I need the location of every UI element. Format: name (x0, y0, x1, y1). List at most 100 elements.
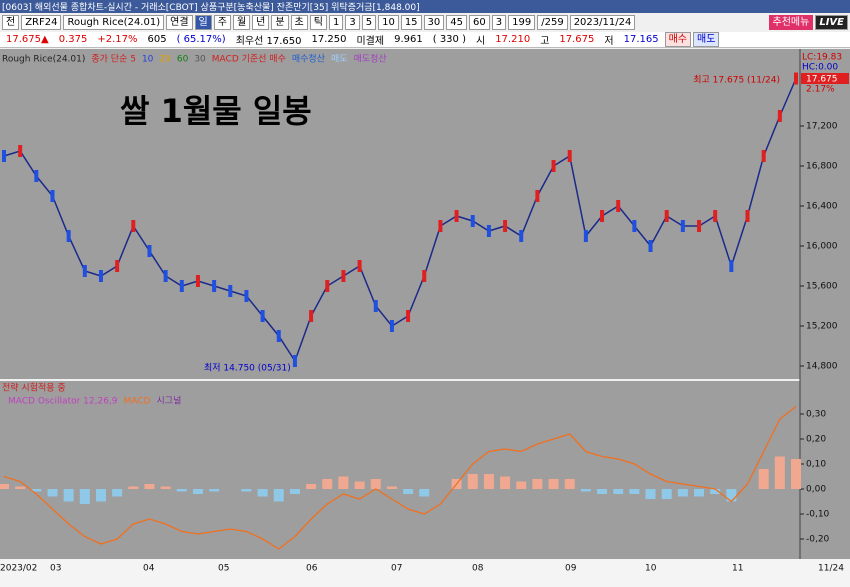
quote-field: 17.165 (623, 34, 659, 45)
live-button[interactable]: LIVE (815, 15, 848, 30)
x-tick-label: 2023/02 (0, 564, 37, 574)
quote-field: 최우선 17.650 (235, 36, 302, 47)
x-tick-label: 10 (645, 564, 657, 574)
oscillator-bar (144, 484, 155, 489)
price-candle (535, 190, 540, 202)
price-candle (648, 240, 653, 252)
price-tick-label: 14,800 (806, 362, 838, 372)
macd-tick-label: 0,00 (806, 485, 826, 495)
price-candle (632, 220, 637, 232)
toolbar-button[interactable]: 3 (491, 15, 507, 30)
toolbar-button[interactable]: 주 (213, 15, 231, 30)
price-candle (438, 220, 443, 232)
toolbar-button[interactable]: 초 (290, 15, 308, 30)
quote-field: 저 (604, 36, 614, 47)
title-bar: [0603] 해외선물 종합차트-실시간 - 거래소[CBOT] 상품구분[농축… (0, 0, 850, 13)
toolbar-button[interactable]: Rough Rice(24.01) (63, 15, 165, 30)
oscillator-bar (338, 476, 349, 489)
toolbar-button[interactable]: 60 (469, 15, 490, 30)
x-tick-label: 08 (472, 564, 484, 574)
toolbar-button[interactable]: 3 (345, 15, 360, 30)
toolbar: 전 ZRF24 Rough Rice(24.01) 연결 일 주 월 년 분 초 틱 1 3 5 10 15 3… (0, 13, 850, 32)
oscillator-bar (613, 489, 624, 494)
last-price: 17.675 (806, 75, 838, 85)
oscillator-bar (354, 481, 365, 489)
toolbar-button[interactable]: 10 (378, 15, 399, 30)
toolbar-button[interactable]: 5 (361, 15, 377, 30)
toolbar-button[interactable]: ZRF24 (21, 15, 62, 30)
price-candle (34, 170, 39, 182)
oscillator-bar (774, 456, 785, 489)
price-candle (325, 280, 330, 292)
toolbar-button[interactable]: 년 (252, 15, 270, 30)
macd-tick-label: 0,20 (806, 435, 826, 445)
price-candle (50, 190, 55, 202)
price-candle (745, 210, 750, 222)
quote-field: 17.675▲ (6, 34, 49, 45)
price-candle (163, 270, 168, 282)
toolbar-button[interactable]: 15 (400, 15, 422, 30)
oscillator-bar (758, 469, 769, 489)
price-tick-label: 16,800 (806, 162, 838, 172)
oscillator-bar (483, 474, 494, 489)
toolbar-button[interactable]: 일 (194, 15, 212, 30)
price-candle (389, 320, 394, 332)
quote-field: ( 330 ) (432, 34, 466, 45)
oscillator-bar (386, 486, 397, 489)
oscillator-bar (79, 489, 90, 504)
sell-button[interactable]: 매도 (693, 32, 720, 47)
lc-label: LC:19.83 (802, 53, 842, 63)
legend-item: 30 (194, 55, 206, 65)
legend-item: 매수청산 (292, 54, 325, 65)
x-tick-label: 03 (50, 564, 61, 574)
toolbar-button[interactable]: 2023/11/24 (569, 15, 636, 30)
macd-legend-item: MACD Oscillator 12,26,9 (8, 397, 118, 407)
oscillator-bar (710, 489, 721, 494)
toolbar-button[interactable]: 199 (508, 15, 536, 30)
price-candle (18, 145, 23, 157)
oscillator-bar (516, 481, 527, 489)
oscillator-bar (597, 489, 608, 494)
oscillator-bar (791, 459, 801, 489)
price-tick-label: 17,200 (806, 122, 838, 132)
toolbar-button[interactable]: 전 (2, 15, 20, 30)
price-candle (309, 310, 314, 322)
toolbar-button[interactable]: 연결 (166, 15, 193, 30)
oscillator-bar (257, 489, 268, 497)
price-candle (680, 220, 685, 232)
price-line (3, 78, 797, 363)
quote-field: 0.375 (58, 34, 88, 45)
high-label: 최고 17.675 (11/24) (693, 75, 780, 86)
oscillator-bar (548, 479, 559, 489)
oscillator-bar (112, 489, 123, 497)
price-candle (131, 220, 136, 232)
oscillator-bar (322, 479, 333, 489)
chart: 17,200 16,800 16,400 16,000 15,600 15,200 14,8… (0, 49, 850, 587)
oscillator-bar (95, 489, 106, 502)
recommend-button[interactable]: 추천메뉴 (768, 15, 814, 30)
price-candle (276, 330, 281, 342)
hc-label: HC:0.00 (802, 63, 838, 73)
x-axis-panel (0, 559, 850, 587)
toolbar-button[interactable]: 분 (271, 15, 289, 30)
price-candle (147, 245, 152, 257)
toolbar-button[interactable]: 45 (446, 15, 468, 30)
price-candle (600, 210, 605, 222)
legend-item: Rough Rice(24.01) (2, 55, 85, 65)
price-candle (777, 110, 782, 122)
axis-panel (800, 49, 850, 559)
toolbar-button[interactable]: 월 (232, 15, 251, 30)
legend-item: 매도 (331, 54, 348, 65)
quote-field: +2.17% (97, 34, 138, 45)
toolbar-button[interactable]: 1 (328, 15, 344, 30)
oscillator-bar (31, 489, 42, 492)
price-candle (66, 230, 71, 242)
price-candle (697, 220, 702, 232)
toolbar-button[interactable]: /259 (537, 15, 568, 30)
price-tick-label: 15,600 (806, 282, 838, 292)
buy-button[interactable]: 매수 (664, 32, 691, 47)
price-tick-label: 16,400 (806, 202, 838, 212)
toolbar-button[interactable]: 30 (423, 15, 445, 30)
price-candle (115, 260, 120, 272)
toolbar-button[interactable]: 틱 (309, 15, 327, 30)
